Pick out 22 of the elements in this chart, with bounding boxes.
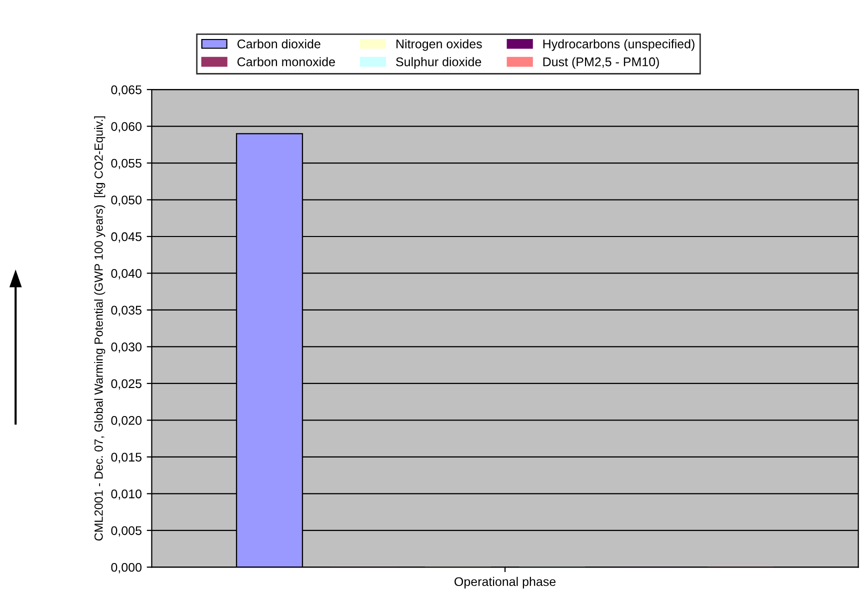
legend-label: Sulphur dioxide: [396, 57, 482, 69]
legend-label: Carbon dioxide: [237, 39, 320, 48]
x-tick-label: Operational phase: [454, 576, 556, 589]
legend-label: Nitrogen oxides: [396, 39, 482, 51]
y-tick-label: 0,035: [111, 306, 142, 316]
y-tick-label: 0,060: [111, 122, 142, 132]
legend-label: Hydrocarbons (unspecified): [543, 39, 694, 51]
y-tick-label: 0,015: [111, 452, 142, 464]
y-tick-label: 0,030: [111, 342, 142, 353]
legend-label: Carbon monoxide: [237, 57, 335, 66]
y-tick-label: 0,000: [111, 562, 142, 574]
legend-label: Dust (PM2,5 - PM10): [543, 57, 659, 69]
y-tick-label: 0,040: [111, 269, 142, 280]
y-tick-label: 0,055: [111, 158, 142, 170]
y-tick-label: 0,025: [111, 379, 142, 390]
y-tick-label: 0,020: [111, 416, 142, 426]
y-tick-label: 0,050: [111, 196, 142, 206]
y-tick-label: 0,045: [111, 232, 142, 243]
y-tick-label: 0,005: [111, 526, 142, 537]
y-axis-title: CML2001 - Dec. 07, Global Warming Potential (GWP 100 years) [kg CO2-Equiv.]: [94, 116, 106, 541]
y-tick-label: 0,010: [111, 489, 142, 500]
y-tick-label: 0,065: [111, 85, 142, 96]
